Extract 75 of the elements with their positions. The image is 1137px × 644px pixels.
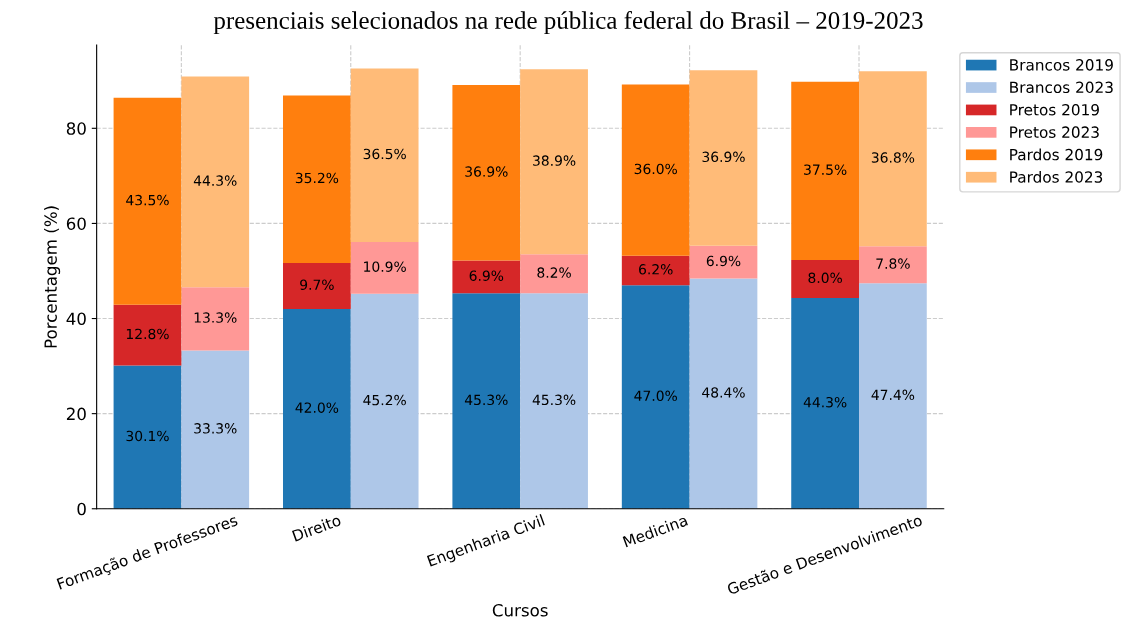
data-label: 9.7% <box>300 279 334 290</box>
bar <box>452 260 521 294</box>
bar <box>520 69 588 255</box>
data-label: 47.4% <box>871 389 915 401</box>
bar <box>689 70 758 246</box>
bar <box>350 68 419 242</box>
x-tick-label: Direito <box>291 513 342 542</box>
data-label: 44.3% <box>193 175 237 186</box>
data-label: 36.9% <box>702 151 745 163</box>
data-label: 6.2% <box>639 264 673 275</box>
data-label: 38.9% <box>533 155 576 166</box>
y-axis-title: Porcentagem (%) <box>44 206 61 348</box>
legend-label: Brancos 2023 <box>1010 81 1113 94</box>
data-label: 36.8% <box>871 152 915 163</box>
bar <box>621 84 690 256</box>
y-tick-label: 40 <box>66 312 86 326</box>
data-label: 7.8% <box>876 258 910 269</box>
data-label: 47.0% <box>634 390 677 402</box>
bar <box>283 262 351 310</box>
legend-label: Pretos 2023 <box>1010 126 1099 138</box>
bar <box>621 285 690 509</box>
data-label: 44.3% <box>803 396 847 408</box>
bar <box>181 76 250 288</box>
bar <box>113 97 182 305</box>
data-label: 8.2% <box>537 267 571 278</box>
data-label: 33.3% <box>194 423 237 434</box>
bar <box>283 309 351 509</box>
data-label: 45.3% <box>464 394 508 406</box>
data-label: 6.9% <box>706 255 741 267</box>
bar <box>113 304 182 366</box>
data-label: 45.2% <box>363 394 406 406</box>
legend-label: Pardos 2019 <box>1010 148 1103 161</box>
bar <box>791 298 859 509</box>
y-tick-label: 80 <box>66 122 86 135</box>
data-label: 6.9% <box>469 270 504 281</box>
bar <box>283 95 351 263</box>
data-label: 36.0% <box>634 163 677 175</box>
legend-label: Pretos 2019 <box>1010 103 1099 116</box>
bar <box>791 260 859 299</box>
data-label: 42.0% <box>295 402 339 413</box>
bar <box>621 255 690 286</box>
chart-title: presenciais selecionados na rede pública federal do Brasil – 2019-2023 <box>213 11 923 34</box>
bar <box>350 241 419 294</box>
y-tick-label: 20 <box>66 407 86 421</box>
y-tick-label: 0 <box>77 502 86 516</box>
data-label: 43.5% <box>126 194 169 206</box>
data-label: 30.1% <box>126 430 169 442</box>
data-label: 35.2% <box>295 172 339 184</box>
legend-label: Brancos 2019 <box>1010 59 1113 71</box>
bar <box>791 81 859 261</box>
bar <box>350 293 419 509</box>
bar <box>859 246 927 284</box>
bar <box>859 71 927 247</box>
bar <box>181 287 250 351</box>
data-label: 37.5% <box>804 164 847 175</box>
data-label: 8.0% <box>808 272 842 284</box>
bar <box>859 283 927 509</box>
bar <box>113 365 182 509</box>
data-label: 36.5% <box>363 148 406 160</box>
bar <box>689 278 758 509</box>
bar <box>181 350 250 509</box>
data-label: 12.8% <box>126 328 169 340</box>
bar <box>520 254 588 294</box>
y-tick-label: 60 <box>66 217 86 230</box>
data-label: 36.9% <box>465 166 508 177</box>
data-label: 13.3% <box>194 312 237 323</box>
data-label: 48.4% <box>702 387 745 398</box>
data-label: 45.3% <box>532 394 576 406</box>
x-axis-title: Cursos <box>492 603 548 617</box>
bar <box>452 293 521 509</box>
data-label: 10.9% <box>364 261 406 272</box>
legend-label: Pardos 2023 <box>1010 170 1103 183</box>
bar <box>452 85 521 261</box>
bar <box>520 293 588 509</box>
bar <box>689 245 758 279</box>
